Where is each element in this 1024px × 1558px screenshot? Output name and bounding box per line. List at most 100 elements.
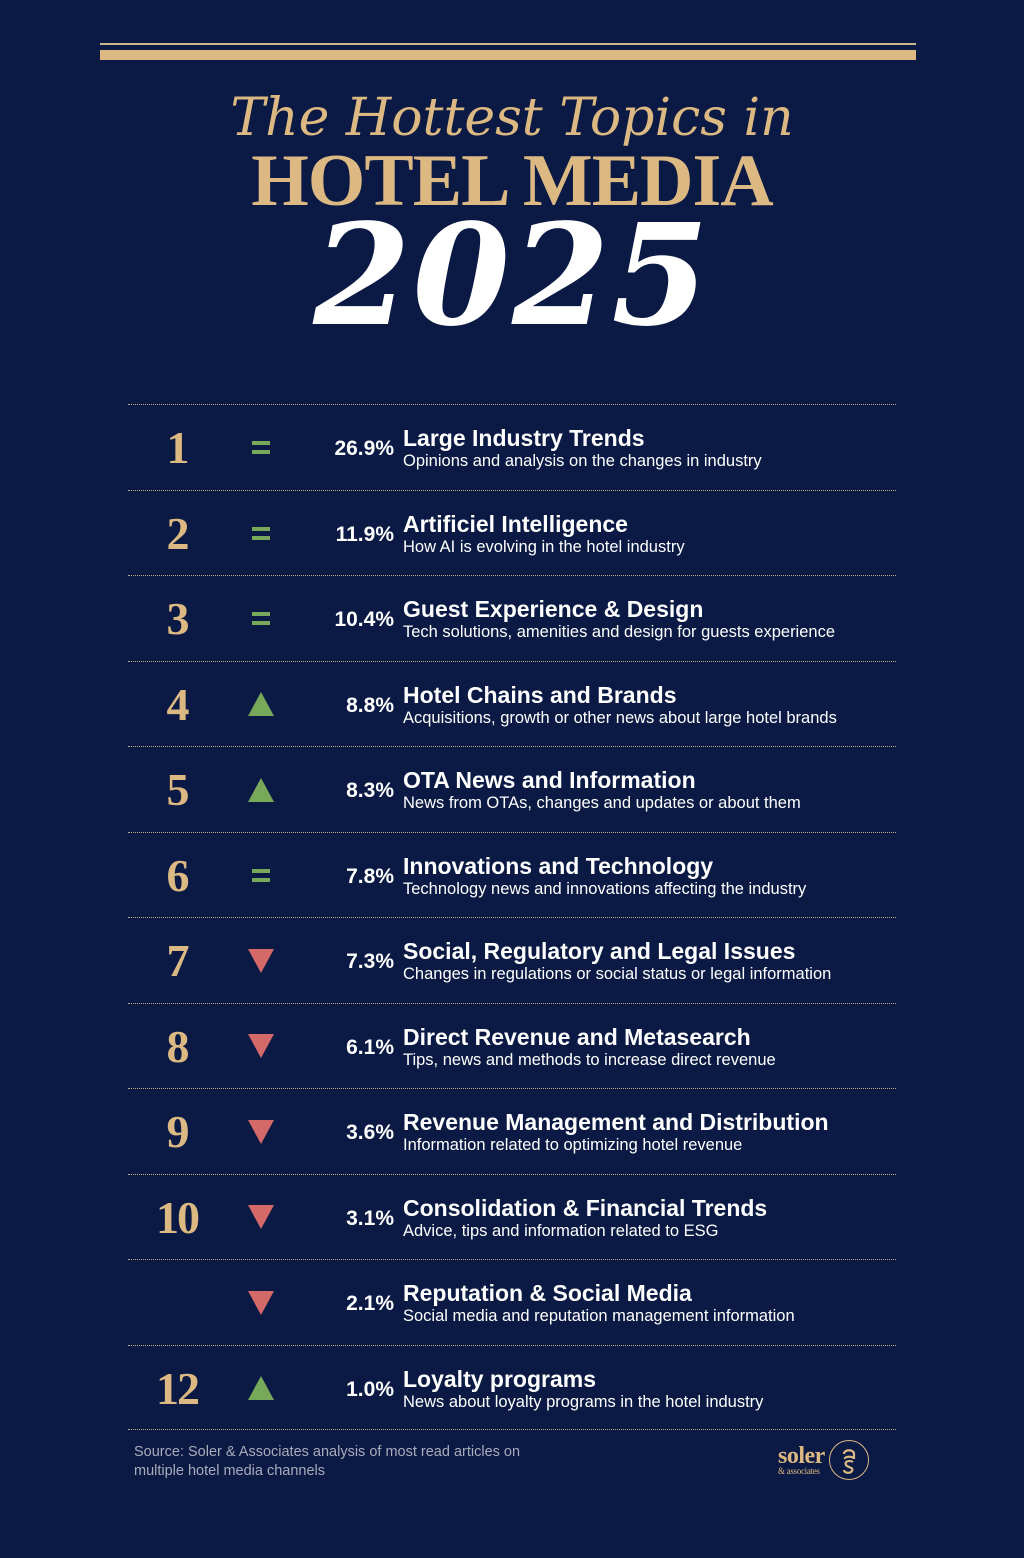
topic-description: Tips, news and methods to increase direc…	[403, 1050, 776, 1069]
table-row-10: 10 3.1% Consolidation & Financial Trends…	[128, 1173, 896, 1260]
rank-number: 6	[166, 849, 190, 901]
trend-down-triangle-icon	[248, 1119, 274, 1144]
topic-title: Revenue Management and Distribution	[403, 1109, 829, 1135]
topic-title: Innovations and Technology	[403, 852, 714, 879]
topic-title: Reputation & Social Media	[403, 1280, 692, 1306]
percentage-value: 2.1%	[346, 1292, 394, 1315]
trend-indicator	[240, 833, 282, 918]
topic-block: Innovations and Technology Technology ne…	[403, 853, 903, 899]
topic-title: Artificiel Intelligence	[403, 510, 628, 537]
table-row-2: 2 11.9% Artificiel Intelligence How AI i…	[128, 489, 896, 576]
rank-number: 7	[166, 935, 190, 986]
trend-equal-icon	[252, 441, 270, 454]
topic-title: Direct Revenue and Metasearch	[403, 1023, 751, 1050]
percentage-value: 26.9%	[334, 437, 394, 460]
topic-title: Social, Regulatory and Legal Issues	[403, 938, 796, 964]
trend-indicator	[240, 918, 282, 1003]
title-year: 2025	[313, 194, 711, 358]
rank-number: 9	[166, 1106, 190, 1157]
rank-number: 8	[166, 1020, 190, 1072]
topics-table: 1 26.9% Large Industry Trends Opinions a…	[128, 404, 896, 1430]
topic-description: How AI is evolving in the hotel industry	[403, 537, 685, 556]
logo-word: soler	[778, 1442, 825, 1469]
topic-description: News about loyalty programs in the hotel…	[403, 1392, 764, 1411]
title-script-line: The Hottest Topics in	[230, 88, 794, 148]
topic-title: Loyalty programs	[403, 1365, 596, 1392]
topic-description: Technology news and innovations affectin…	[403, 879, 807, 898]
topic-title: OTA News and Information	[403, 767, 696, 793]
topic-description: Information related to optimizing hotel …	[403, 1136, 743, 1154]
percentage-value: 8.3%	[346, 779, 394, 802]
topic-description: Opinions and analysis on the changes in …	[403, 452, 762, 470]
top-rule-thick	[100, 50, 916, 60]
trend-indicator	[240, 576, 282, 661]
topic-block: Large Industry Trends Opinions and analy…	[403, 425, 903, 471]
topic-block: Loyalty programs News about loyalty prog…	[403, 1366, 903, 1412]
topic-title: Guest Experience & Design	[403, 596, 704, 622]
title-caps-line: HOTEL MEDIA	[251, 140, 774, 222]
topic-block: OTA News and Information News from OTAs,…	[403, 767, 903, 813]
rank-number	[128, 1260, 226, 1345]
logo-text: soler & associates	[778, 1442, 825, 1476]
topic-title: Hotel Chains and Brands	[403, 681, 677, 708]
rank-number: 2	[166, 507, 190, 559]
table-row-4: 4 8.8% Hotel Chains and Brands Acquisiti…	[128, 660, 896, 747]
percentage-value: 8.8%	[346, 693, 394, 717]
source-line-1: Source: Soler & Associates analysis of m…	[134, 1444, 521, 1460]
trend-up-triangle-icon	[248, 1376, 274, 1400]
trend-indicator	[240, 662, 282, 747]
trend-indicator	[240, 405, 282, 490]
topic-description: Acquisitions, growth or other news about…	[403, 708, 837, 727]
topic-title: Consolidation & Financial Trends	[403, 1194, 768, 1221]
percentage-value: 3.1%	[346, 1206, 394, 1230]
rank-number: 10	[156, 1191, 200, 1243]
table-row-12: 12 1.0% Loyalty programs News about loya…	[128, 1344, 896, 1431]
trend-down-triangle-icon	[248, 1290, 274, 1315]
rank-number: 4	[166, 678, 190, 730]
trend-indicator	[240, 1346, 282, 1431]
rank-number: 5	[166, 764, 190, 815]
table-row-9: 9 3.6% Revenue Management and Distributi…	[128, 1088, 896, 1174]
logo-subtitle: & associates	[778, 1465, 820, 1476]
topic-description: Advice, tips and information related to …	[403, 1221, 719, 1240]
topic-block: Hotel Chains and Brands Acquisitions, gr…	[403, 682, 903, 728]
logo-monogram-icon	[828, 1440, 869, 1480]
trend-equal-icon	[252, 868, 270, 882]
trend-indicator	[240, 1175, 282, 1260]
topic-description: Changes in regulations or social status …	[403, 965, 832, 983]
trend-indicator	[240, 1089, 282, 1174]
topic-block: Direct Revenue and Metasearch Tips, news…	[403, 1024, 903, 1070]
topic-description: News from OTAs, changes and updates or a…	[403, 794, 801, 812]
topic-block: Reputation & Social Media Social media a…	[403, 1280, 903, 1326]
trend-indicator	[240, 1260, 282, 1345]
source-line-2: multiple hotel media channels	[134, 1463, 326, 1479]
percentage-value: 7.8%	[346, 864, 394, 888]
rank-number: 1	[166, 422, 190, 473]
source-note: Source: Soler & Associates analysis of m…	[134, 1443, 594, 1481]
table-row-11: 2.1% Reputation & Social Media Social me…	[128, 1259, 896, 1345]
topic-block: Guest Experience & Design Tech solutions…	[403, 596, 903, 642]
percentage-value: 3.6%	[346, 1121, 394, 1144]
rank-number: 12	[156, 1362, 200, 1414]
trend-equal-icon	[252, 526, 270, 540]
soler-associates-logo: soler & associates	[778, 1438, 890, 1482]
topic-block: Social, Regulatory and Legal Issues Chan…	[403, 938, 903, 984]
percentage-value: 6.1%	[346, 1035, 394, 1059]
trend-indicator	[240, 747, 282, 832]
trend-indicator	[240, 491, 282, 576]
topic-description: Social media and reputation management i…	[403, 1307, 795, 1325]
topic-block: Revenue Management and Distribution Info…	[403, 1109, 903, 1155]
trend-equal-icon	[252, 612, 270, 625]
table-row-6: 6 7.8% Innovations and Technology Techno…	[128, 831, 896, 918]
trend-indicator	[240, 1004, 282, 1089]
monogram-glyph-icon	[842, 1449, 855, 1474]
trend-down-triangle-icon	[248, 1205, 274, 1229]
percentage-value: 10.4%	[334, 608, 394, 631]
trend-up-triangle-icon	[248, 777, 274, 802]
top-rule-thin	[100, 43, 916, 45]
table-row-8: 8 6.1% Direct Revenue and Metasearch Tip…	[128, 1002, 896, 1089]
trend-down-triangle-icon	[248, 1034, 274, 1058]
percentage-value: 7.3%	[346, 950, 394, 973]
topic-description: Tech solutions, amenities and design for…	[403, 623, 836, 641]
